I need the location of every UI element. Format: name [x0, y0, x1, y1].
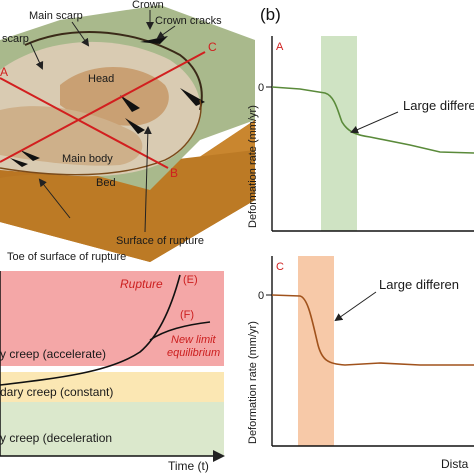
- zone-primary: [0, 402, 224, 456]
- profile-c-zero-label: 0: [258, 290, 264, 302]
- leader-scarp: [29, 41, 44, 70]
- profile-c-annotation: Large differen: [379, 277, 459, 292]
- label-crown-cracks: Crown cracks: [155, 15, 222, 27]
- bed-region: [0, 150, 255, 262]
- distance-axis-label: Dista: [441, 457, 469, 471]
- rupture-surface-curve: [0, 99, 202, 176]
- crown-crack-4: [125, 118, 145, 134]
- label-main-scarp: Main scarp: [29, 10, 83, 22]
- profile-a-line: [271, 86, 474, 154]
- panel-label-b: (b): [260, 5, 281, 24]
- zone-label-secondary: dary creep (constant): [0, 385, 113, 399]
- zone-label-rupture: Rupture: [120, 277, 163, 291]
- crown-crack-3: [120, 95, 140, 112]
- curve-label-f: (F): [180, 309, 194, 321]
- profile-a-plot: 0 A Large differe Deformation rate (mm/y…: [247, 36, 474, 232]
- crown-crack-2: [180, 88, 205, 106]
- main-body-block: [0, 106, 143, 166]
- profile-a-highlight: [321, 36, 357, 231]
- zone-label-tertiary: y creep (accelerate): [0, 347, 106, 361]
- label-head: Head: [88, 73, 114, 85]
- zone-label-primary: y creep (deceleration: [0, 431, 112, 445]
- profile-c-annotation-arrow: [334, 291, 377, 322]
- creep-curve-e: [0, 274, 181, 386]
- label-toe-of-rupture: Toe of surface of rupture: [7, 251, 126, 263]
- deformation-profiles: (b) 0 A Large differe Deformation rate (…: [247, 5, 474, 471]
- section-letter-c: C: [208, 40, 217, 54]
- head-block: [60, 66, 169, 126]
- section-line-c: [0, 51, 206, 163]
- crown-crack-6: [10, 158, 28, 167]
- profile-c-line: [271, 294, 474, 366]
- profile-c-y-label: Deformation rate (mm/yr): [247, 321, 259, 444]
- label-scarp: scarp: [2, 33, 29, 45]
- main-scarp-edge: [24, 31, 203, 111]
- profile-a-tag: A: [276, 41, 284, 53]
- section-letter-b: B: [170, 166, 178, 180]
- zone-secondary: [0, 372, 224, 402]
- leader-crown-cracks: [156, 25, 176, 40]
- label-main-body: Main body: [62, 153, 113, 165]
- leader-toe: [38, 178, 71, 219]
- profile-c-highlight: [298, 256, 334, 446]
- new-limit-line2: equilibrium: [167, 347, 220, 359]
- profile-a-annotation: Large differe: [403, 98, 474, 113]
- label-crown: Crown: [132, 0, 164, 11]
- crown-crack-5: [20, 150, 40, 161]
- section-letter-a: A: [0, 65, 8, 79]
- creep-stage-diagram: Rupture (E) (F) New limit equilibrium y …: [0, 271, 225, 473]
- landslide-block-diagram: Crown Main scarp Crown cracks scarp Head…: [0, 0, 255, 263]
- section-line-ab: [0, 77, 169, 169]
- leader-main-scarp: [71, 21, 90, 47]
- new-limit-line1: New limit: [171, 334, 217, 346]
- zone-rupture: [0, 271, 224, 366]
- creep-curve-f: [149, 321, 211, 341]
- leader-surface-rupture: [143, 126, 152, 233]
- profile-a-annotation-arrow: [350, 111, 399, 134]
- label-surface-of-rupture: Surface of rupture: [116, 235, 204, 247]
- profile-a-y-label: Deformation rate (mm/yr): [247, 105, 259, 228]
- curve-label-e: (E): [183, 274, 198, 286]
- label-bed: Bed: [96, 177, 116, 189]
- creep-x-axis-label: Time (t): [168, 459, 209, 473]
- profile-c-tag: C: [276, 261, 284, 273]
- profile-c-plot: 0 C Large differen Deformation rate (mm/…: [247, 256, 474, 447]
- profile-a-zero-label: 0: [258, 82, 264, 94]
